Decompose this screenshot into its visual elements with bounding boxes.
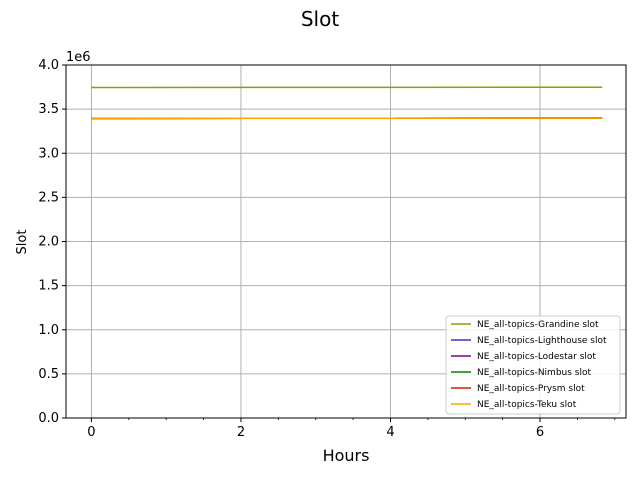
x-tick-label: 0	[87, 425, 95, 440]
legend-label: NE_all-topics-Nimbus slot	[477, 368, 591, 378]
ticks: 0 2 4 6 0.0 0.5 1.0 1.5 2.0 2.5 3.0 3.5 4.0	[38, 58, 616, 440]
x-tick-label: 2	[237, 425, 245, 440]
y-offset-label: 1e6	[66, 50, 91, 65]
series-lines	[91, 86, 603, 120]
chart-title: Slot	[301, 7, 339, 31]
legend-label: NE_all-topics-Lodestar slot	[477, 352, 596, 362]
legend-label: NE_all-topics-Grandine slot	[477, 320, 599, 330]
y-tick-label: 3.5	[38, 102, 59, 117]
y-tick-label: 3.0	[38, 146, 59, 161]
legend-label: NE_all-topics-Teku slot	[477, 400, 577, 410]
legend-label: NE_all-topics-Prysm slot	[477, 384, 585, 394]
y-tick-label: 4.0	[38, 58, 59, 73]
x-axis-label: Hours	[323, 446, 370, 465]
x-tick-label: 6	[536, 425, 544, 440]
y-axis-label: Slot	[15, 230, 30, 255]
y-tick-label: 1.5	[38, 279, 59, 294]
legend-label: NE_all-topics-Lighthouse slot	[477, 336, 607, 346]
y-tick-label: 2.5	[38, 190, 59, 205]
legend: NE_all-topics-Grandine slot NE_all-topics…	[445, 315, 621, 415]
legend-box	[445, 315, 621, 415]
x-tick-label: 4	[386, 425, 394, 440]
y-tick-label: 2.0	[38, 235, 59, 250]
y-tick-label: 0.5	[38, 367, 59, 382]
y-tick-label: 1.0	[38, 323, 59, 338]
y-tick-label: 0.0	[38, 411, 59, 426]
